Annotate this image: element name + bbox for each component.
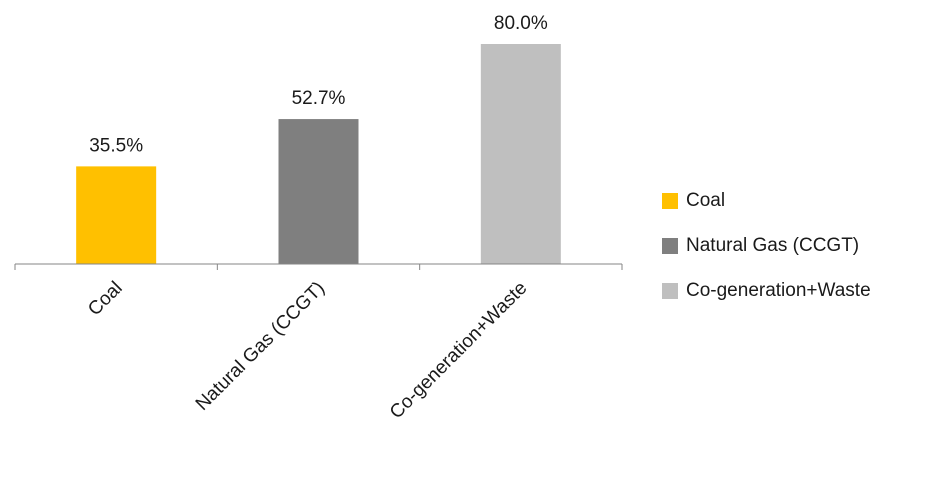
legend-label-coal: Coal xyxy=(686,189,726,211)
data-label-co-generation-waste: 80.0% xyxy=(494,13,548,34)
legend-swatch-cogeneration xyxy=(662,282,678,299)
x-tick-label-co-generation-waste: Co-generation+Waste xyxy=(386,278,531,423)
legend-item-natural-gas: Natural Gas (CCGT) xyxy=(662,233,871,258)
legend-item-cogeneration: Co-generation+Waste xyxy=(662,278,871,303)
bar-coal xyxy=(76,166,157,264)
legend-swatch-coal xyxy=(662,192,678,209)
legend-item-coal: Coal xyxy=(662,188,871,213)
x-tick-label-coal: Coal xyxy=(84,278,126,320)
legend-label-cogeneration: Co-generation+Waste xyxy=(686,279,871,301)
bar-co-generation-waste xyxy=(480,44,561,264)
legend-label-natural-gas: Natural Gas (CCGT) xyxy=(686,234,860,256)
legend: Coal Natural Gas (CCGT) Co-generation+Wa… xyxy=(662,188,871,323)
data-label-natural-gas-ccgt: 52.7% xyxy=(292,88,346,109)
bar-natural-gas-ccgt xyxy=(278,119,359,264)
legend-swatch-natural-gas xyxy=(662,237,678,254)
data-label-coal: 35.5% xyxy=(89,135,143,156)
x-tick-label-natural-gas-ccgt: Natural Gas (CCGT) xyxy=(192,278,329,415)
